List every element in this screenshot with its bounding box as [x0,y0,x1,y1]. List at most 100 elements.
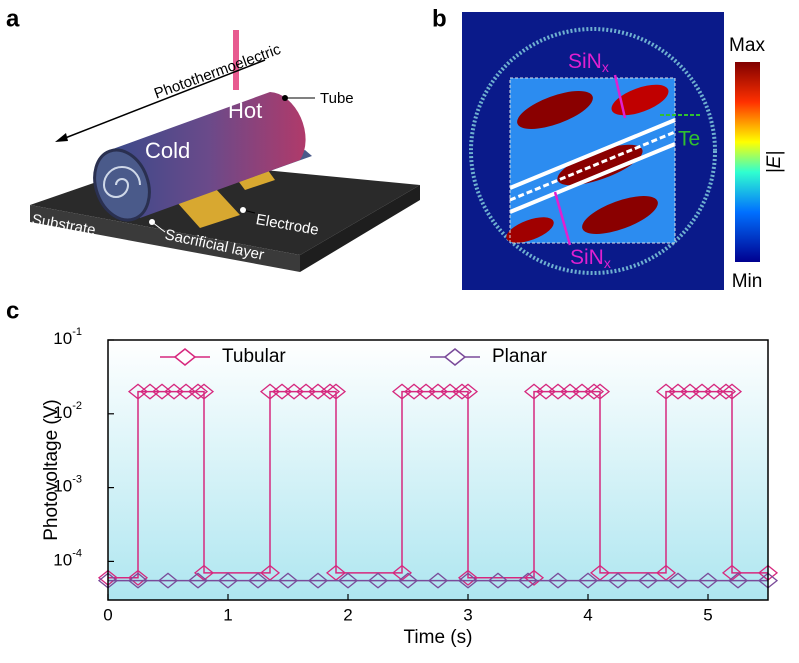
y-tick-exponent: -3 [72,474,82,486]
plot-background [108,340,768,600]
data-point [97,572,119,589]
data-point [403,383,425,400]
data-point [457,569,479,586]
data-point [607,572,629,589]
data-point [415,383,437,400]
data-point [667,572,689,589]
legend-marker [443,348,467,366]
data-point [589,564,611,581]
colorbar-min: Min [732,271,763,292]
data-point [517,572,539,589]
data-point [367,572,389,589]
y-tick-base: 10 [53,403,72,422]
te-label: Te [678,128,700,151]
data-point [259,564,281,581]
data-point [547,383,569,400]
x-axis-label: Time (s) [404,627,473,648]
tube-label: Tube [320,90,354,107]
data-point [127,569,149,586]
data-point [277,572,299,589]
data-point [523,383,545,400]
data-point [187,383,209,400]
data-point [157,572,179,589]
colorbar-label: |E| [764,151,785,174]
y-tick-label: 10-2 [53,400,82,423]
data-point [217,572,239,589]
data-point [427,383,449,400]
sin-label: SiNx [570,246,611,271]
legend-label: Tubular [222,346,286,367]
data-point [283,383,305,400]
hot-label: Hot [228,98,262,123]
data-point [127,383,149,400]
data-point [391,564,413,581]
data-point [451,383,473,400]
legend-label: Planar [492,346,548,367]
panel-label: c [6,297,19,324]
y-tick-label: 10-3 [53,474,82,497]
data-point [691,383,713,400]
data-point [337,572,359,589]
cold-label: Cold [145,138,190,163]
data-point [259,383,281,400]
data-point [577,572,599,589]
data-point [151,383,173,400]
x-tick-label: 5 [703,605,712,624]
field-map [462,12,760,290]
data-point [721,383,743,400]
data-point [487,572,509,589]
legend-marker [173,348,197,366]
data-point [757,572,779,589]
data-point [247,572,269,589]
y-tick-exponent: -1 [72,326,82,338]
sin-label: SiNx [568,50,609,75]
y-tick-base: 10 [53,477,72,496]
plot-frame [107,339,769,601]
y-tick-label: 10-1 [53,326,82,349]
data-point [721,564,743,581]
data-point [559,383,581,400]
data-point [139,383,161,400]
x-tick-label: 2 [343,605,352,624]
data-point [193,564,215,581]
data-point [187,572,209,589]
data-point [325,383,347,400]
data-point [271,383,293,400]
x-tick-label: 4 [583,605,592,624]
panel-label: a [6,5,20,32]
y-tick-base: 10 [53,551,72,570]
data-point [679,383,701,400]
y-axis-label: Photovoltage (V) [41,399,62,541]
data-point [637,572,659,589]
y-tick-exponent: -4 [72,547,82,559]
data-point [535,383,557,400]
data-point [589,383,611,400]
data-point [757,564,779,581]
data-point [193,383,215,400]
colorbar-max: Max [729,35,765,56]
data-point [523,569,545,586]
device-illustration [30,30,420,272]
panel-label: b [432,5,447,32]
data-point [655,383,677,400]
data-point [655,564,677,581]
data-point [547,572,569,589]
data-point [295,383,317,400]
data-point [667,383,689,400]
data-point [583,383,605,400]
data-point [697,572,719,589]
data-point [127,572,149,589]
x-tick-label: 3 [463,605,472,624]
y-tick-base: 10 [53,329,72,348]
data-point [457,383,479,400]
data-point [727,572,749,589]
data-point [325,564,347,581]
x-tick-label: 0 [103,605,112,624]
data-point [163,383,185,400]
data-point [397,572,419,589]
data-point [307,572,329,589]
x-tick-label: 1 [223,605,232,624]
data-point [319,383,341,400]
data-point [391,383,413,400]
data-point [97,569,119,586]
